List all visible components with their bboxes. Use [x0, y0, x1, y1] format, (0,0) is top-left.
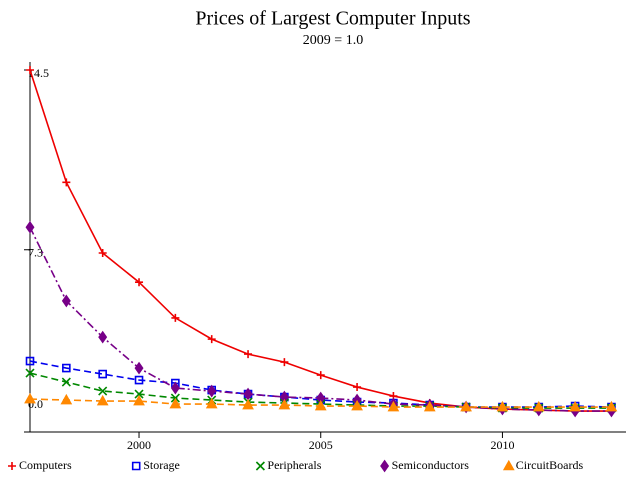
marker [134, 361, 144, 375]
marker [351, 399, 363, 411]
marker [460, 400, 472, 412]
marker [26, 66, 34, 74]
series-line [29, 372, 612, 409]
legend-label: Computers [19, 458, 72, 472]
marker [25, 220, 35, 234]
marker [496, 400, 509, 412]
marker [134, 375, 144, 385]
legend-label: Storage [143, 458, 180, 472]
marker [242, 398, 254, 410]
series-line [29, 69, 612, 412]
marker [24, 392, 36, 404]
marker [207, 335, 216, 344]
marker [25, 368, 35, 378]
chart-title: Prices of Largest Computer Inputs [195, 8, 470, 30]
marker [278, 398, 291, 410]
marker [135, 278, 144, 287]
x-tick-label: 2000 [127, 438, 151, 452]
legend-marker [380, 459, 390, 473]
chart-subtitle: 2009 = 1.0 [303, 33, 363, 48]
marker [171, 378, 180, 388]
legend-label: Peripherals [267, 458, 321, 472]
marker [314, 399, 327, 411]
legend-marker [255, 461, 265, 471]
marker [244, 350, 253, 359]
legend-marker [502, 459, 515, 471]
marker [98, 369, 107, 379]
marker [96, 394, 109, 406]
marker [61, 377, 71, 387]
y-tick-label: 7.3 [28, 246, 43, 260]
x-tick-label: 2010 [490, 438, 514, 452]
marker [171, 313, 180, 322]
legend-marker [131, 461, 141, 471]
marker [25, 356, 35, 366]
marker [605, 400, 618, 412]
marker [62, 178, 71, 187]
marker [62, 363, 71, 373]
legend-label: Semiconductors [392, 458, 470, 472]
marker [98, 248, 107, 257]
series-line [29, 226, 612, 412]
x-tick-label: 2005 [309, 438, 333, 452]
marker [98, 330, 108, 344]
marker [207, 384, 217, 398]
marker [61, 294, 71, 308]
marker [423, 400, 436, 412]
marker [532, 400, 545, 412]
marker [169, 397, 182, 409]
legend-marker [8, 462, 16, 470]
marker [353, 383, 362, 392]
marker [170, 381, 180, 395]
marker [569, 400, 581, 412]
marker [134, 389, 144, 399]
marker [60, 393, 73, 405]
marker [280, 358, 289, 367]
marker [205, 397, 218, 409]
marker [316, 371, 325, 380]
marker [387, 400, 400, 412]
legend-label: CircuitBoards [516, 458, 584, 472]
marker [98, 386, 108, 396]
marker [133, 394, 145, 406]
